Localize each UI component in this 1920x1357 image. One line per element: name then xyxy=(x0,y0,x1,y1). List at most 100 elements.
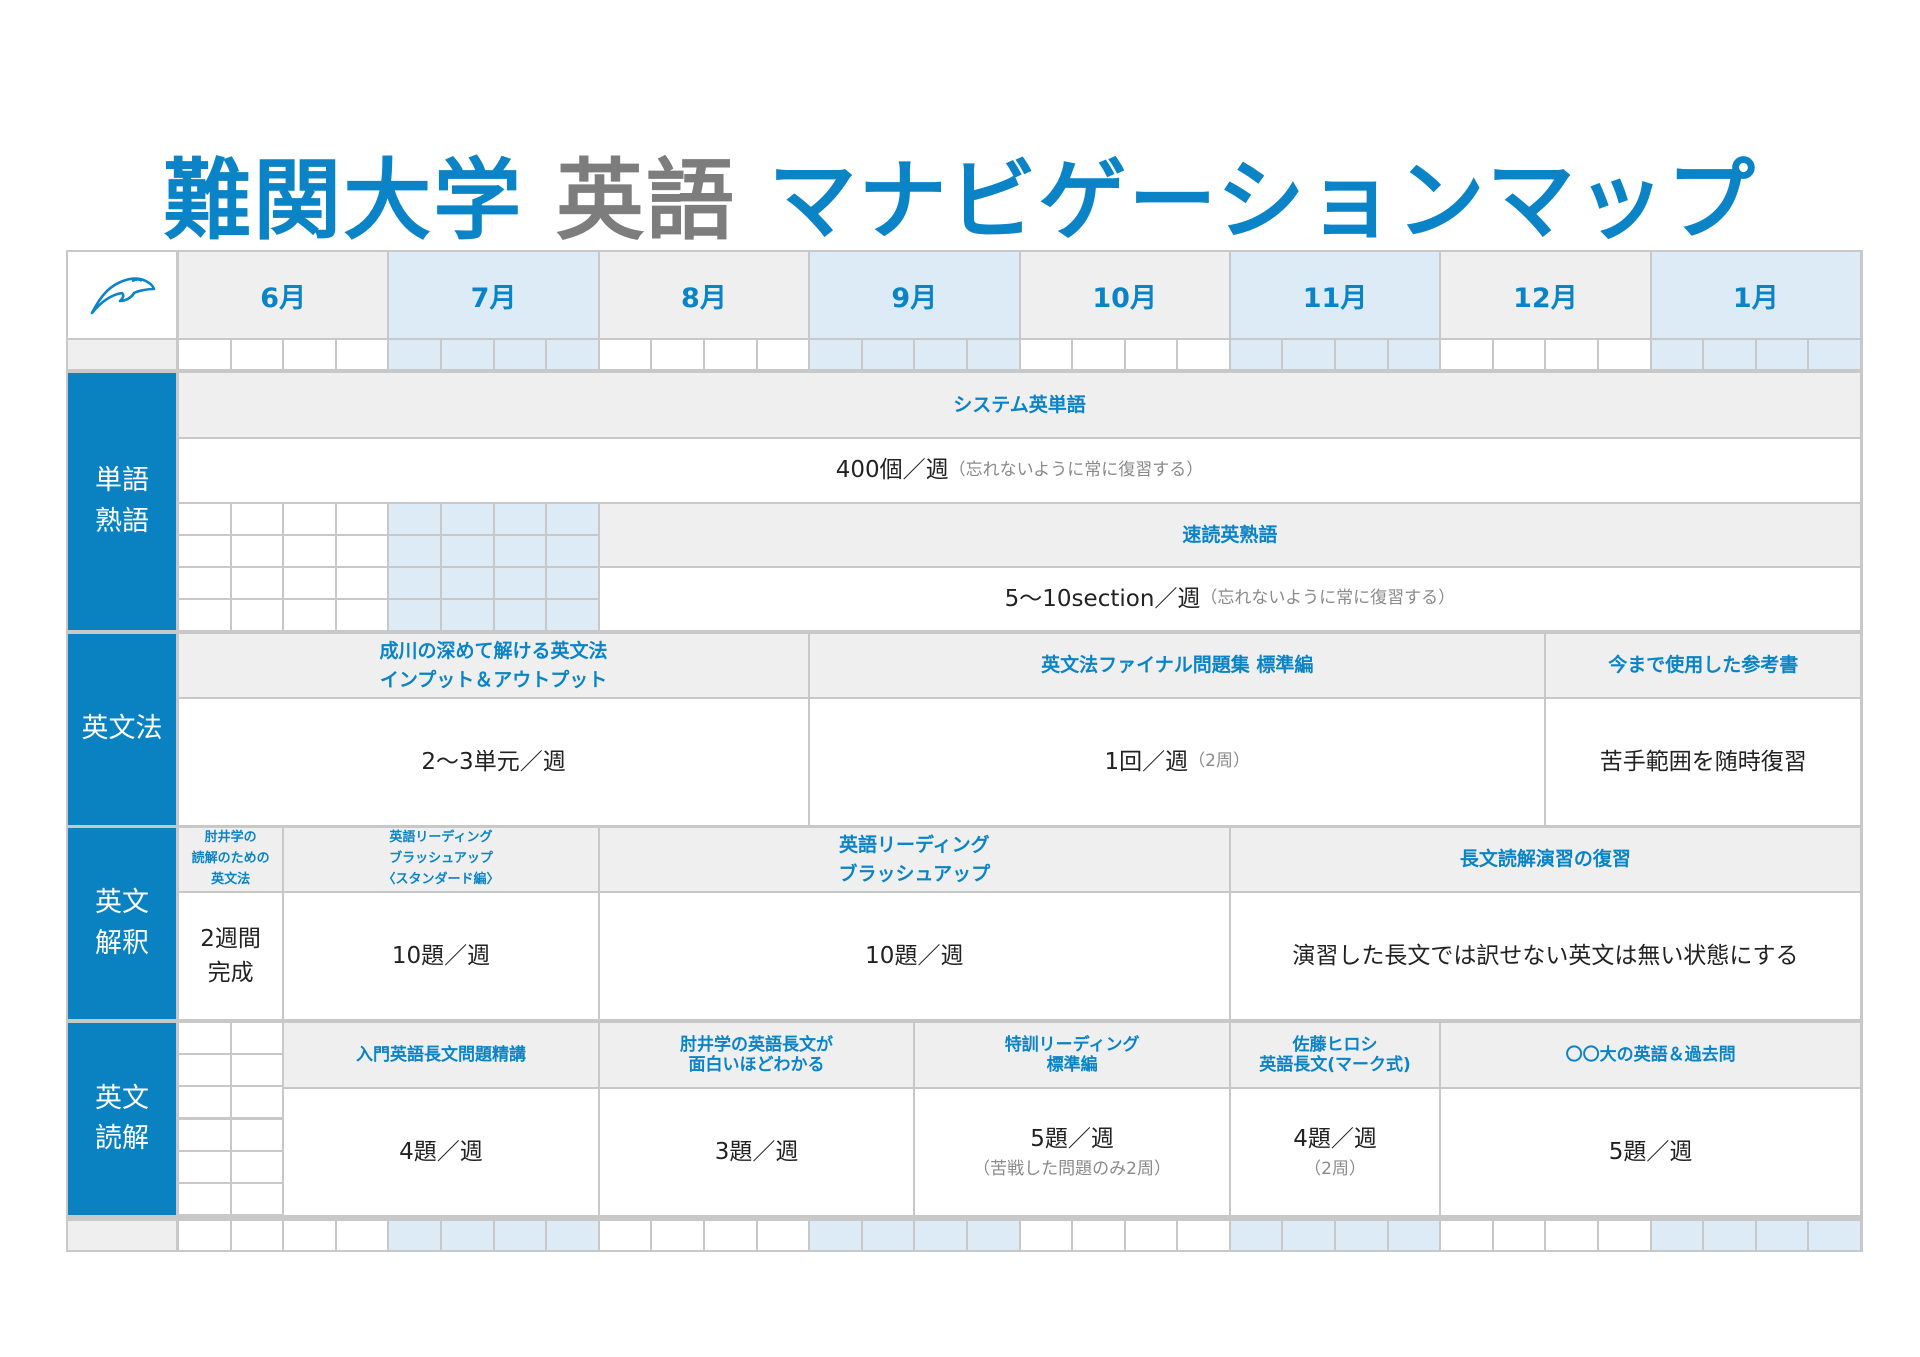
week-cell xyxy=(1441,1221,1492,1250)
book-pace: 3題／週 xyxy=(599,1089,914,1215)
week-cell xyxy=(389,536,440,566)
week-cell xyxy=(179,504,230,534)
week-cell xyxy=(1125,1221,1177,1250)
month-header: 8月 xyxy=(599,252,809,338)
week-cell xyxy=(1704,340,1755,369)
week-cell xyxy=(1073,1221,1124,1250)
page-title: 難関大学 英語 マナビゲーションマップ xyxy=(163,149,1757,252)
week-cell xyxy=(284,504,335,534)
week-cell xyxy=(1073,340,1124,369)
week-cell xyxy=(1441,340,1492,369)
week-cell xyxy=(1599,340,1650,369)
book-title: 成川の深めて解ける英文法 インプット＆アウトプット xyxy=(179,634,809,697)
week-cell xyxy=(284,536,335,566)
week-cell xyxy=(1756,340,1808,369)
book-title: 肘井学の英語長文が 面白いほどわかる xyxy=(599,1023,914,1087)
section-label-reading: 英文 読解 xyxy=(68,1023,176,1215)
week-cell xyxy=(231,600,283,630)
week-cell xyxy=(441,504,493,534)
week-cell xyxy=(810,340,861,369)
week-cell xyxy=(441,568,493,598)
week-cell xyxy=(179,568,230,598)
week-cell xyxy=(1651,1221,1703,1250)
week-cell xyxy=(1020,340,1072,369)
book-pace: 4題／週 （2周） xyxy=(1230,1089,1440,1215)
week-cell xyxy=(1336,1221,1387,1250)
book-pace: 5題／週 xyxy=(1441,1089,1860,1215)
section-label-interpretation: 英文 解釈 xyxy=(68,828,176,1019)
book-pace: 10題／週 xyxy=(599,893,1229,1019)
book-title: 肘井学の 読解のための 英文法 xyxy=(179,828,283,891)
week-cell xyxy=(231,1023,283,1053)
month-header: 11月 xyxy=(1230,252,1440,338)
week-cell xyxy=(179,1055,230,1085)
week-cell xyxy=(1020,1221,1072,1250)
week-cell xyxy=(231,340,283,369)
week-cell xyxy=(231,1152,283,1182)
book-pace: 2週間 完成 xyxy=(179,893,283,1019)
week-cell xyxy=(915,1221,966,1250)
month-header: 10月 xyxy=(1020,252,1229,338)
week-cell xyxy=(1546,1221,1598,1250)
week-cell xyxy=(1651,340,1703,369)
week-cell xyxy=(1283,1221,1335,1250)
week-cell xyxy=(389,340,440,369)
week-cell xyxy=(704,1221,756,1250)
week-cell xyxy=(967,340,1019,369)
week-cell xyxy=(1336,340,1387,369)
week-cell xyxy=(1704,1221,1755,1250)
month-header: 9月 xyxy=(810,252,1019,338)
week-cell xyxy=(336,1221,388,1250)
week-cell xyxy=(179,1087,230,1117)
week-cell xyxy=(494,340,546,369)
book-pace: 5題／週 （苦戦した問題のみ2周） xyxy=(915,1089,1229,1215)
week-cell xyxy=(179,536,230,566)
week-cell xyxy=(179,1152,230,1182)
week-cell xyxy=(1178,1221,1229,1250)
book-title: 特訓リーディング 標準編 xyxy=(915,1023,1229,1087)
week-cell xyxy=(757,1221,809,1250)
week-cell xyxy=(336,340,388,369)
book-pace: 4題／週 xyxy=(284,1089,598,1215)
week-cell xyxy=(179,340,230,369)
week-cell xyxy=(336,504,388,534)
week-cell xyxy=(284,600,335,630)
section-label-grammar: 英文法 xyxy=(68,634,176,825)
week-cell xyxy=(1388,340,1440,369)
section-label-vocab: 単語 熟語 xyxy=(68,373,176,630)
week-cell xyxy=(441,536,493,566)
week-cell xyxy=(389,1221,440,1250)
week-cell xyxy=(967,1221,1019,1250)
week-cell xyxy=(1809,1221,1860,1250)
week-cell xyxy=(599,1221,651,1250)
week-cell xyxy=(1809,340,1860,369)
week-cell xyxy=(1230,340,1282,369)
week-cell xyxy=(810,1221,861,1250)
week-cell xyxy=(1283,340,1335,369)
week-cell xyxy=(1178,340,1229,369)
week-cell xyxy=(547,536,598,566)
book-title: 佐藤ヒロシ 英語長文(マーク式) xyxy=(1230,1023,1440,1087)
logo-cell xyxy=(68,252,176,338)
week-cell xyxy=(494,600,546,630)
week-cell xyxy=(547,504,598,534)
book-title: 〇〇大の英語＆過去問 xyxy=(1441,1023,1860,1087)
week-cell xyxy=(547,568,598,598)
week-cell xyxy=(547,600,598,630)
bottom-corner-cell xyxy=(68,1221,176,1250)
book-pace: 2〜3単元／週 xyxy=(179,699,809,825)
week-cell xyxy=(1493,340,1545,369)
book-title: 長文読解演習の復習 xyxy=(1230,828,1860,891)
week-cell xyxy=(1388,1221,1440,1250)
corner-week-cell xyxy=(68,340,176,369)
book-pace: 苦手範囲を随時復習 xyxy=(1546,699,1860,825)
book-title: 今まで使用した参考書 xyxy=(1546,634,1860,697)
week-cell xyxy=(1546,340,1598,369)
week-cell xyxy=(1125,340,1177,369)
week-cell xyxy=(652,1221,703,1250)
week-cell xyxy=(179,1221,230,1250)
week-cell xyxy=(231,504,283,534)
week-cell xyxy=(1599,1221,1650,1250)
week-cell xyxy=(547,1221,598,1250)
week-cell xyxy=(231,1184,283,1214)
